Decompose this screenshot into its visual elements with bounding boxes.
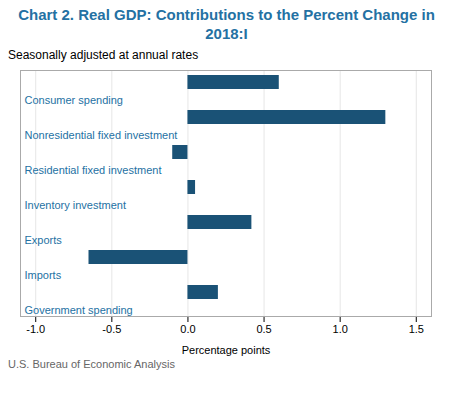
- svg-text:Residential fixed investment: Residential fixed investment: [25, 163, 162, 175]
- svg-text:Percentage points: Percentage points: [182, 343, 271, 355]
- html-text:Chart 2. Real GDP: Contributio: Chart 2. Real GDP: Contributions to the …: [18, 6, 435, 42]
- svg-text:Government spending: Government spending: [25, 303, 133, 315]
- html-text:Seasonally adjusted at annual: Seasonally adjusted at annual rates: [8, 47, 199, 62]
- svg-text:Consumer spending: Consumer spending: [25, 93, 123, 105]
- svg-text:1.0: 1.0: [333, 323, 348, 335]
- svg-text:Exports: Exports: [25, 233, 63, 245]
- svg-text:0.0: 0.0: [180, 323, 195, 335]
- svg-text:Nonresidential fixed investmen: Nonresidential fixed investment: [25, 128, 178, 140]
- html-text:U.S. Bureau of Economic Analys: U.S. Bureau of Economic Analysis: [8, 357, 175, 370]
- svg-text:-0.5: -0.5: [102, 323, 121, 335]
- svg-text:1.5: 1.5: [409, 323, 424, 335]
- svg-text:-1.0: -1.0: [26, 323, 45, 335]
- svg-text:0.5: 0.5: [256, 323, 271, 335]
- svg-text:Imports: Imports: [25, 268, 62, 280]
- svg-text:Inventory investment: Inventory investment: [25, 198, 127, 210]
